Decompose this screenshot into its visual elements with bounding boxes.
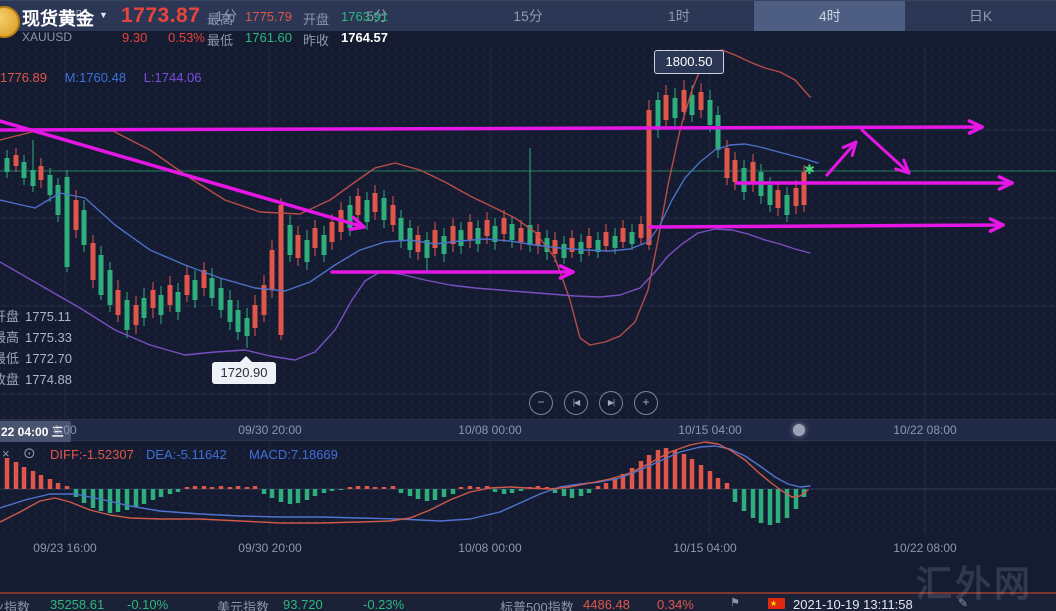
axis-tick: 10/08 00:00: [458, 541, 522, 555]
stat-label: 最高: [207, 12, 234, 27]
ticker-datetime: 2021-10-19 13:11:58: [793, 597, 913, 611]
macd-time-axis: 09/23 16:00 09/30 20:00 10/08 00:00 10/15 0…: [0, 538, 1056, 558]
boll-middle-value: M:1760.48: [64, 70, 127, 85]
ohlc-row-1: 开盘1775.11: [0, 309, 72, 324]
macd-dea-value: DEA:-5.11642: [146, 447, 227, 462]
ticker-item-value: 35258.61: [50, 597, 105, 611]
stat-label: 开盘: [303, 12, 330, 27]
ticker-item-value: 4486.48: [583, 597, 630, 611]
timeframe-tabbar: 分时 1分 5分 15分 1时 4时 日K: [0, 0, 1056, 31]
axis-tick: 10/08 00:00: [458, 423, 522, 437]
axis-tick: 10/22 08:00: [893, 423, 957, 437]
tab-1分[interactable]: 1分: [215, 8, 238, 24]
low-price-tooltip: 1720.90: [212, 356, 276, 384]
zoom-out-button[interactable]: −: [529, 391, 553, 415]
tab-分时[interactable]: 分时: [61, 8, 90, 24]
ticker-item-value: 93.720: [283, 597, 323, 611]
stat-value: 1775.79: [245, 9, 292, 24]
stat-value: 1764.57: [341, 30, 388, 45]
boll-values: 1776.89 M:1760.48 L:1744.06: [0, 70, 202, 85]
jump-end-button[interactable]: ▶|: [599, 391, 623, 415]
tab-1时[interactable]: 1时: [667, 8, 690, 24]
axis-tick: 10/15 04:00: [673, 541, 737, 555]
scroll-handle[interactable]: [793, 424, 805, 436]
ticker-item-pct: -0.10%: [127, 597, 169, 611]
symbol-dropdown-icon[interactable]: ▼: [99, 10, 108, 20]
ohlc-row-3: 最低1772.70: [0, 351, 73, 366]
last-price: 1773.87: [121, 4, 201, 27]
ticker-item-label: 工业指数: [0, 600, 31, 611]
tab-4时[interactable]: 4时: [754, 1, 906, 31]
stat-label: 最低: [207, 33, 234, 48]
cn-flag-icon: ★: [768, 598, 785, 609]
stat-value: 1761.60: [245, 30, 292, 45]
axis-tick: 09/30 20:00: [238, 541, 302, 555]
tab-15分[interactable]: 15分: [513, 8, 543, 24]
jump-start-button[interactable]: |◀: [564, 391, 588, 415]
tab-日K[interactable]: 日K: [968, 8, 993, 24]
axis-tick: 6:00: [53, 423, 77, 437]
gear-icon[interactable]: ⊙: [23, 445, 36, 462]
market-ticker: ⚑ ★ 2021-10-19 13:11:58 ✎ 工业指数 35258.61 -0…: [0, 594, 1056, 611]
axis-tick: 09/30 20:00: [238, 423, 302, 437]
ticker-separator: [0, 592, 1056, 594]
axis-tick: 10/22 08:00: [893, 541, 957, 555]
macd-diff-value: DIFF:-1.52307: [50, 447, 134, 462]
axis-tick: 09/23 16:00: [33, 541, 97, 555]
boll-lower-value: L:1744.06: [143, 70, 202, 85]
ticker-item-pct: -0.23%: [363, 597, 405, 611]
stat-label: 昨收: [303, 33, 330, 48]
ticker-item-pct: 0.34%: [657, 597, 694, 611]
time-axis[interactable]: 22 04:00 三 6:00 09/30 20:00 10/08 00:00 10/…: [0, 419, 1056, 442]
axis-tick: 10/15 04:00: [678, 423, 742, 437]
pencil-icon[interactable]: ✎: [958, 596, 969, 610]
symbol-code: XAUUSD: [22, 30, 73, 44]
price-change-pct: 0.53%: [168, 30, 205, 45]
boll-upper-value: 1776.89: [0, 70, 47, 85]
pennant-icon: ⚑: [730, 597, 740, 609]
price-change: 9.30: [122, 30, 148, 45]
high-price-tooltip: 1800.50: [654, 50, 724, 74]
current-price-marker: ✱: [804, 162, 815, 177]
close-icon[interactable]: ×: [2, 446, 10, 461]
zoom-in-button[interactable]: +: [634, 391, 658, 415]
ohlc-row-4: 收盘1774.88: [0, 372, 73, 387]
stat-value: 1763.91: [341, 9, 388, 24]
crosshair-time-label: 22 04:00 三: [0, 421, 71, 442]
tab-5分[interactable]: 5分: [366, 8, 389, 24]
ticker-item-label: 美元指数: [217, 600, 270, 611]
symbol-name: 现货黄金: [22, 9, 94, 29]
ticker-item-label: 标普500指数: [500, 600, 574, 611]
macd-macd-value: MACD:7.18669: [249, 447, 338, 462]
